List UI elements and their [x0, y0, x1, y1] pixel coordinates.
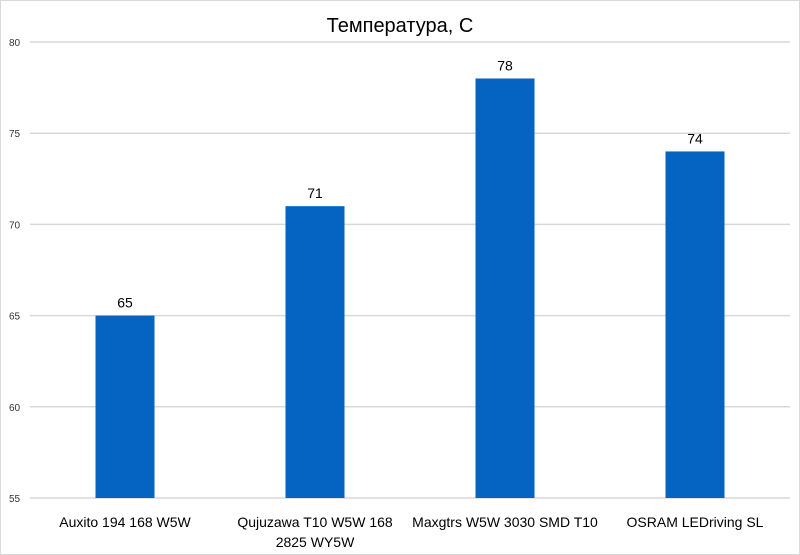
- x-tick-label: Qujuzawa T10 W5W 168: [237, 514, 393, 530]
- x-tick-label: Auxito 194 168 W5W: [59, 514, 191, 530]
- data-label: 74: [687, 130, 703, 146]
- y-tick-label: 75: [9, 129, 21, 140]
- x-tick-label: Maxgtrs W5W 3030 SMD T10: [412, 514, 598, 530]
- x-tick-label: 2825 WY5W: [276, 534, 355, 550]
- y-tick-label: 60: [9, 403, 21, 414]
- bar: [285, 206, 345, 498]
- y-tick-label: 55: [9, 494, 21, 505]
- bar: [95, 315, 155, 498]
- chart-title: Температура, С: [327, 15, 474, 37]
- x-tick-label: OSRAM LEDriving SL: [627, 514, 764, 530]
- y-tick-label: 65: [9, 312, 21, 323]
- data-label: 78: [497, 57, 513, 73]
- data-label: 65: [117, 295, 133, 311]
- bar: [665, 151, 725, 498]
- y-tick-label: 70: [9, 220, 21, 231]
- y-tick-label: 80: [9, 38, 21, 49]
- bar: [475, 78, 535, 498]
- data-label: 71: [307, 185, 323, 201]
